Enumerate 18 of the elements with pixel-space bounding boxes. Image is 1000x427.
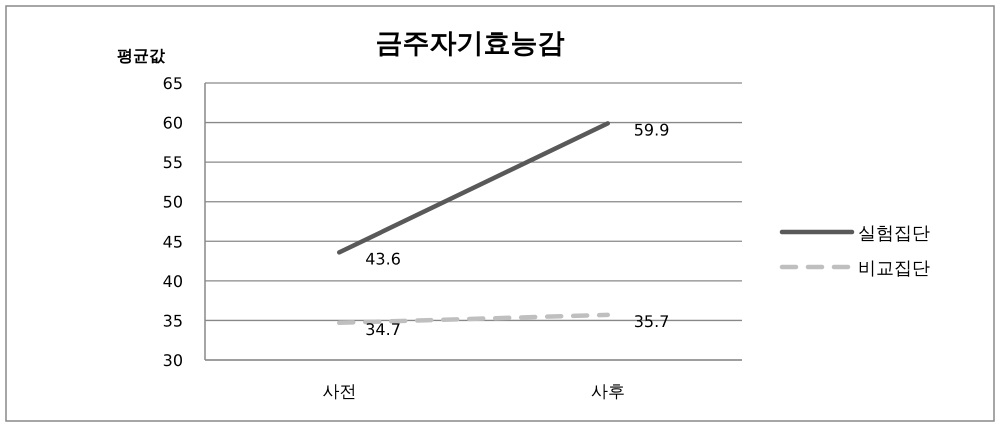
y-tick-label: 55 [162,153,183,172]
legend-label: 실험집단 [858,223,930,244]
y-tick-label: 35 [162,311,183,330]
y-tick-label: 45 [162,232,183,252]
x-tick-label: 사전 [322,382,356,402]
y-tick-label: 40 [162,272,183,291]
y-tick-label: 50 [162,192,183,212]
legend-label: 비교집단 [858,258,930,279]
data-label: 43.6 [365,249,401,268]
y-tick-label: 60 [162,114,183,133]
y-tick-label: 65 [162,74,183,93]
data-label: 35.7 [634,312,670,331]
y-axis-title: 평균값 [117,46,166,65]
chart-title: 금주자기효능감 [376,28,564,59]
y-tick-label: 30 [162,351,183,370]
x-tick-label: 사후 [590,382,625,402]
data-label: 59.9 [634,120,670,140]
data-label: 34.7 [365,320,401,339]
